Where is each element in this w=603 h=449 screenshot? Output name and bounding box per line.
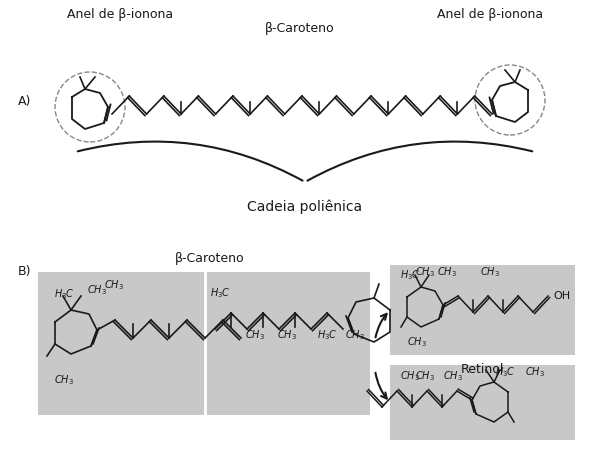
- Text: β-Caroteno: β-Caroteno: [265, 22, 335, 35]
- Text: $CH_3$: $CH_3$: [400, 369, 420, 383]
- Text: $CH_3$: $CH_3$: [407, 335, 427, 349]
- Text: $H_3C$: $H_3C$: [494, 365, 516, 379]
- Text: Anel de β-ionona: Anel de β-ionona: [67, 8, 173, 21]
- Text: $CH_3$: $CH_3$: [345, 328, 365, 342]
- FancyBboxPatch shape: [390, 265, 575, 355]
- Text: β-Caroteno: β-Caroteno: [175, 252, 245, 265]
- Text: $CH_3$: $CH_3$: [87, 283, 107, 297]
- Text: Retinol: Retinol: [461, 363, 504, 376]
- Text: $H_3C$: $H_3C$: [54, 287, 74, 301]
- Text: A): A): [18, 95, 31, 108]
- Text: B): B): [18, 265, 31, 278]
- Text: $CH_3$: $CH_3$: [443, 369, 463, 383]
- Text: $H_3C$: $H_3C$: [317, 328, 337, 342]
- Text: $CH_3$: $CH_3$: [415, 265, 435, 279]
- Text: $CH_3$: $CH_3$: [437, 265, 457, 279]
- FancyBboxPatch shape: [390, 365, 575, 440]
- Text: $CH_3$: $CH_3$: [104, 278, 124, 292]
- Text: $CH_3$: $CH_3$: [245, 328, 265, 342]
- Text: $CH_3$: $CH_3$: [54, 373, 74, 387]
- Text: $H_3C$: $H_3C$: [400, 268, 421, 282]
- Text: $CH_3$: $CH_3$: [525, 365, 545, 379]
- Text: $CH_3$: $CH_3$: [480, 265, 500, 279]
- Text: $CH_3$: $CH_3$: [415, 369, 435, 383]
- Text: $H_3C$: $H_3C$: [210, 286, 231, 300]
- Text: OH: OH: [553, 291, 570, 301]
- FancyBboxPatch shape: [38, 272, 370, 415]
- Text: Anel de β-ionona: Anel de β-ionona: [437, 8, 543, 21]
- Text: $CH_3$: $CH_3$: [277, 328, 297, 342]
- Text: Cadeia poliênica: Cadeia poliênica: [247, 200, 362, 215]
